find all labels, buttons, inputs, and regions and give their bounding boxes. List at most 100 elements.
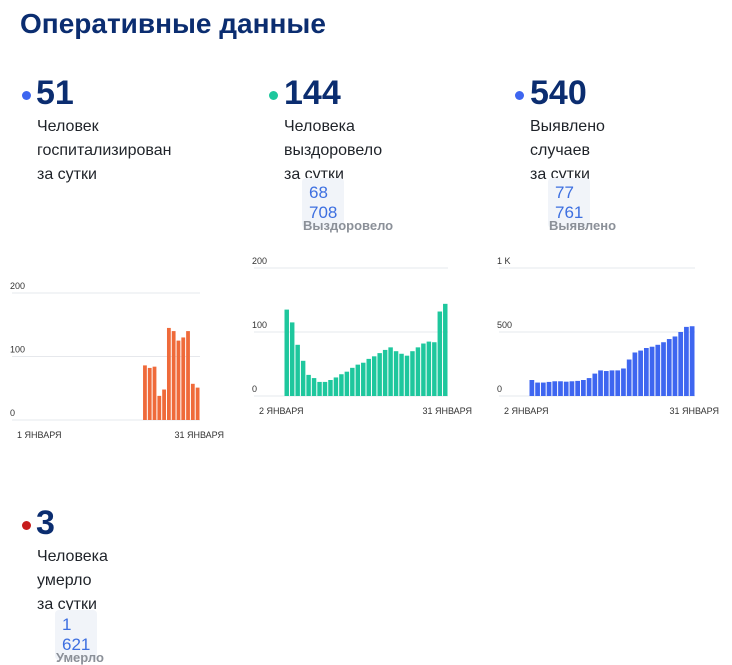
bar — [575, 380, 581, 396]
bar — [615, 370, 621, 396]
bar — [311, 378, 317, 396]
bar — [649, 346, 655, 396]
y-tick-label: 100 — [252, 320, 267, 330]
bar — [143, 365, 147, 420]
bar — [415, 347, 421, 396]
y-tick-label: 0 — [10, 408, 15, 418]
y-tick-label: 1 K — [497, 256, 511, 266]
recovered-total: 68 708 — [302, 178, 345, 228]
cases-description: Выявлено случаев за сутки — [530, 118, 605, 183]
bar — [632, 352, 638, 396]
bar — [190, 383, 195, 420]
bar — [344, 371, 350, 396]
cases-total: 77 761 — [548, 178, 591, 228]
bar — [672, 336, 678, 396]
hospitalized-dot — [22, 91, 31, 100]
recovered-total-label: Выздоровело — [303, 218, 394, 233]
bar — [529, 380, 535, 396]
bar — [586, 378, 592, 396]
bar — [666, 339, 672, 396]
x-start-label: 2 ЯНВАРЯ — [259, 406, 304, 416]
bar — [592, 373, 598, 396]
y-tick-label: 0 — [252, 384, 257, 394]
bar — [382, 349, 388, 396]
bar — [181, 337, 186, 420]
deaths-total: 1 621 — [55, 610, 98, 660]
bar — [404, 355, 410, 396]
y-tick-label: 200 — [252, 256, 267, 266]
bar — [399, 353, 404, 396]
bar — [195, 387, 200, 420]
bar — [147, 367, 152, 420]
x-end-label: 31 ЯНВАРЯ — [422, 406, 472, 416]
bar — [684, 326, 689, 396]
bar — [643, 348, 649, 396]
cases-total-label: Выявлено — [549, 218, 617, 233]
cases-dot — [515, 91, 524, 100]
deaths-dot — [22, 521, 31, 530]
bar — [350, 367, 355, 396]
bar — [689, 326, 695, 396]
recovered-dot — [269, 91, 278, 100]
bar — [306, 374, 311, 396]
bar — [333, 377, 339, 396]
y-tick-label: 100 — [10, 345, 25, 355]
y-tick-label: 200 — [10, 281, 25, 291]
bar — [393, 351, 399, 396]
bar — [339, 374, 344, 396]
hospitalized-description: Человек госпитализирован за сутки — [37, 118, 172, 183]
bar — [377, 353, 382, 396]
bar — [295, 344, 300, 396]
bar — [540, 382, 546, 396]
bar — [621, 368, 626, 396]
x-start-label: 1 ЯНВАРЯ — [17, 430, 62, 440]
bar — [186, 331, 190, 420]
bar — [162, 389, 166, 420]
bar — [166, 327, 171, 420]
bar — [322, 381, 328, 396]
bar — [284, 309, 289, 396]
bar — [661, 342, 666, 396]
x-end-label: 31 ЯНВАРЯ — [174, 430, 224, 440]
bar — [317, 381, 322, 396]
bar — [581, 380, 586, 396]
deaths-number: 3 — [36, 504, 55, 542]
bar — [603, 371, 609, 396]
x-start-label: 2 ЯНВАРЯ — [504, 406, 549, 416]
bar — [328, 380, 333, 396]
bar — [300, 360, 306, 396]
y-tick-label: 500 — [497, 320, 512, 330]
bar — [443, 303, 448, 396]
bar — [426, 341, 432, 396]
deaths-total-label: Умерло — [56, 650, 104, 665]
bar — [176, 340, 181, 420]
bar — [558, 381, 563, 396]
page-title: Оперативные данные — [20, 8, 326, 39]
bar — [152, 366, 157, 420]
bar — [546, 381, 552, 396]
bar — [171, 331, 176, 420]
bar — [609, 370, 615, 396]
bar — [410, 351, 415, 396]
recovered-description: Человека выздоровело за сутки — [284, 118, 383, 183]
bar — [371, 356, 377, 396]
bar — [552, 381, 558, 396]
bar — [563, 381, 569, 396]
bar — [598, 370, 603, 396]
bar — [678, 332, 684, 396]
bar — [437, 311, 443, 396]
bar — [366, 358, 371, 396]
recovered-number: 144 — [284, 74, 341, 112]
bar — [535, 382, 540, 396]
bar — [626, 359, 632, 396]
bar — [355, 364, 361, 396]
bar — [421, 343, 426, 396]
cases-number: 540 — [530, 74, 587, 112]
bar — [289, 322, 295, 396]
bar — [638, 350, 643, 396]
bar — [361, 362, 366, 396]
hospitalized-number: 51 — [36, 74, 74, 112]
